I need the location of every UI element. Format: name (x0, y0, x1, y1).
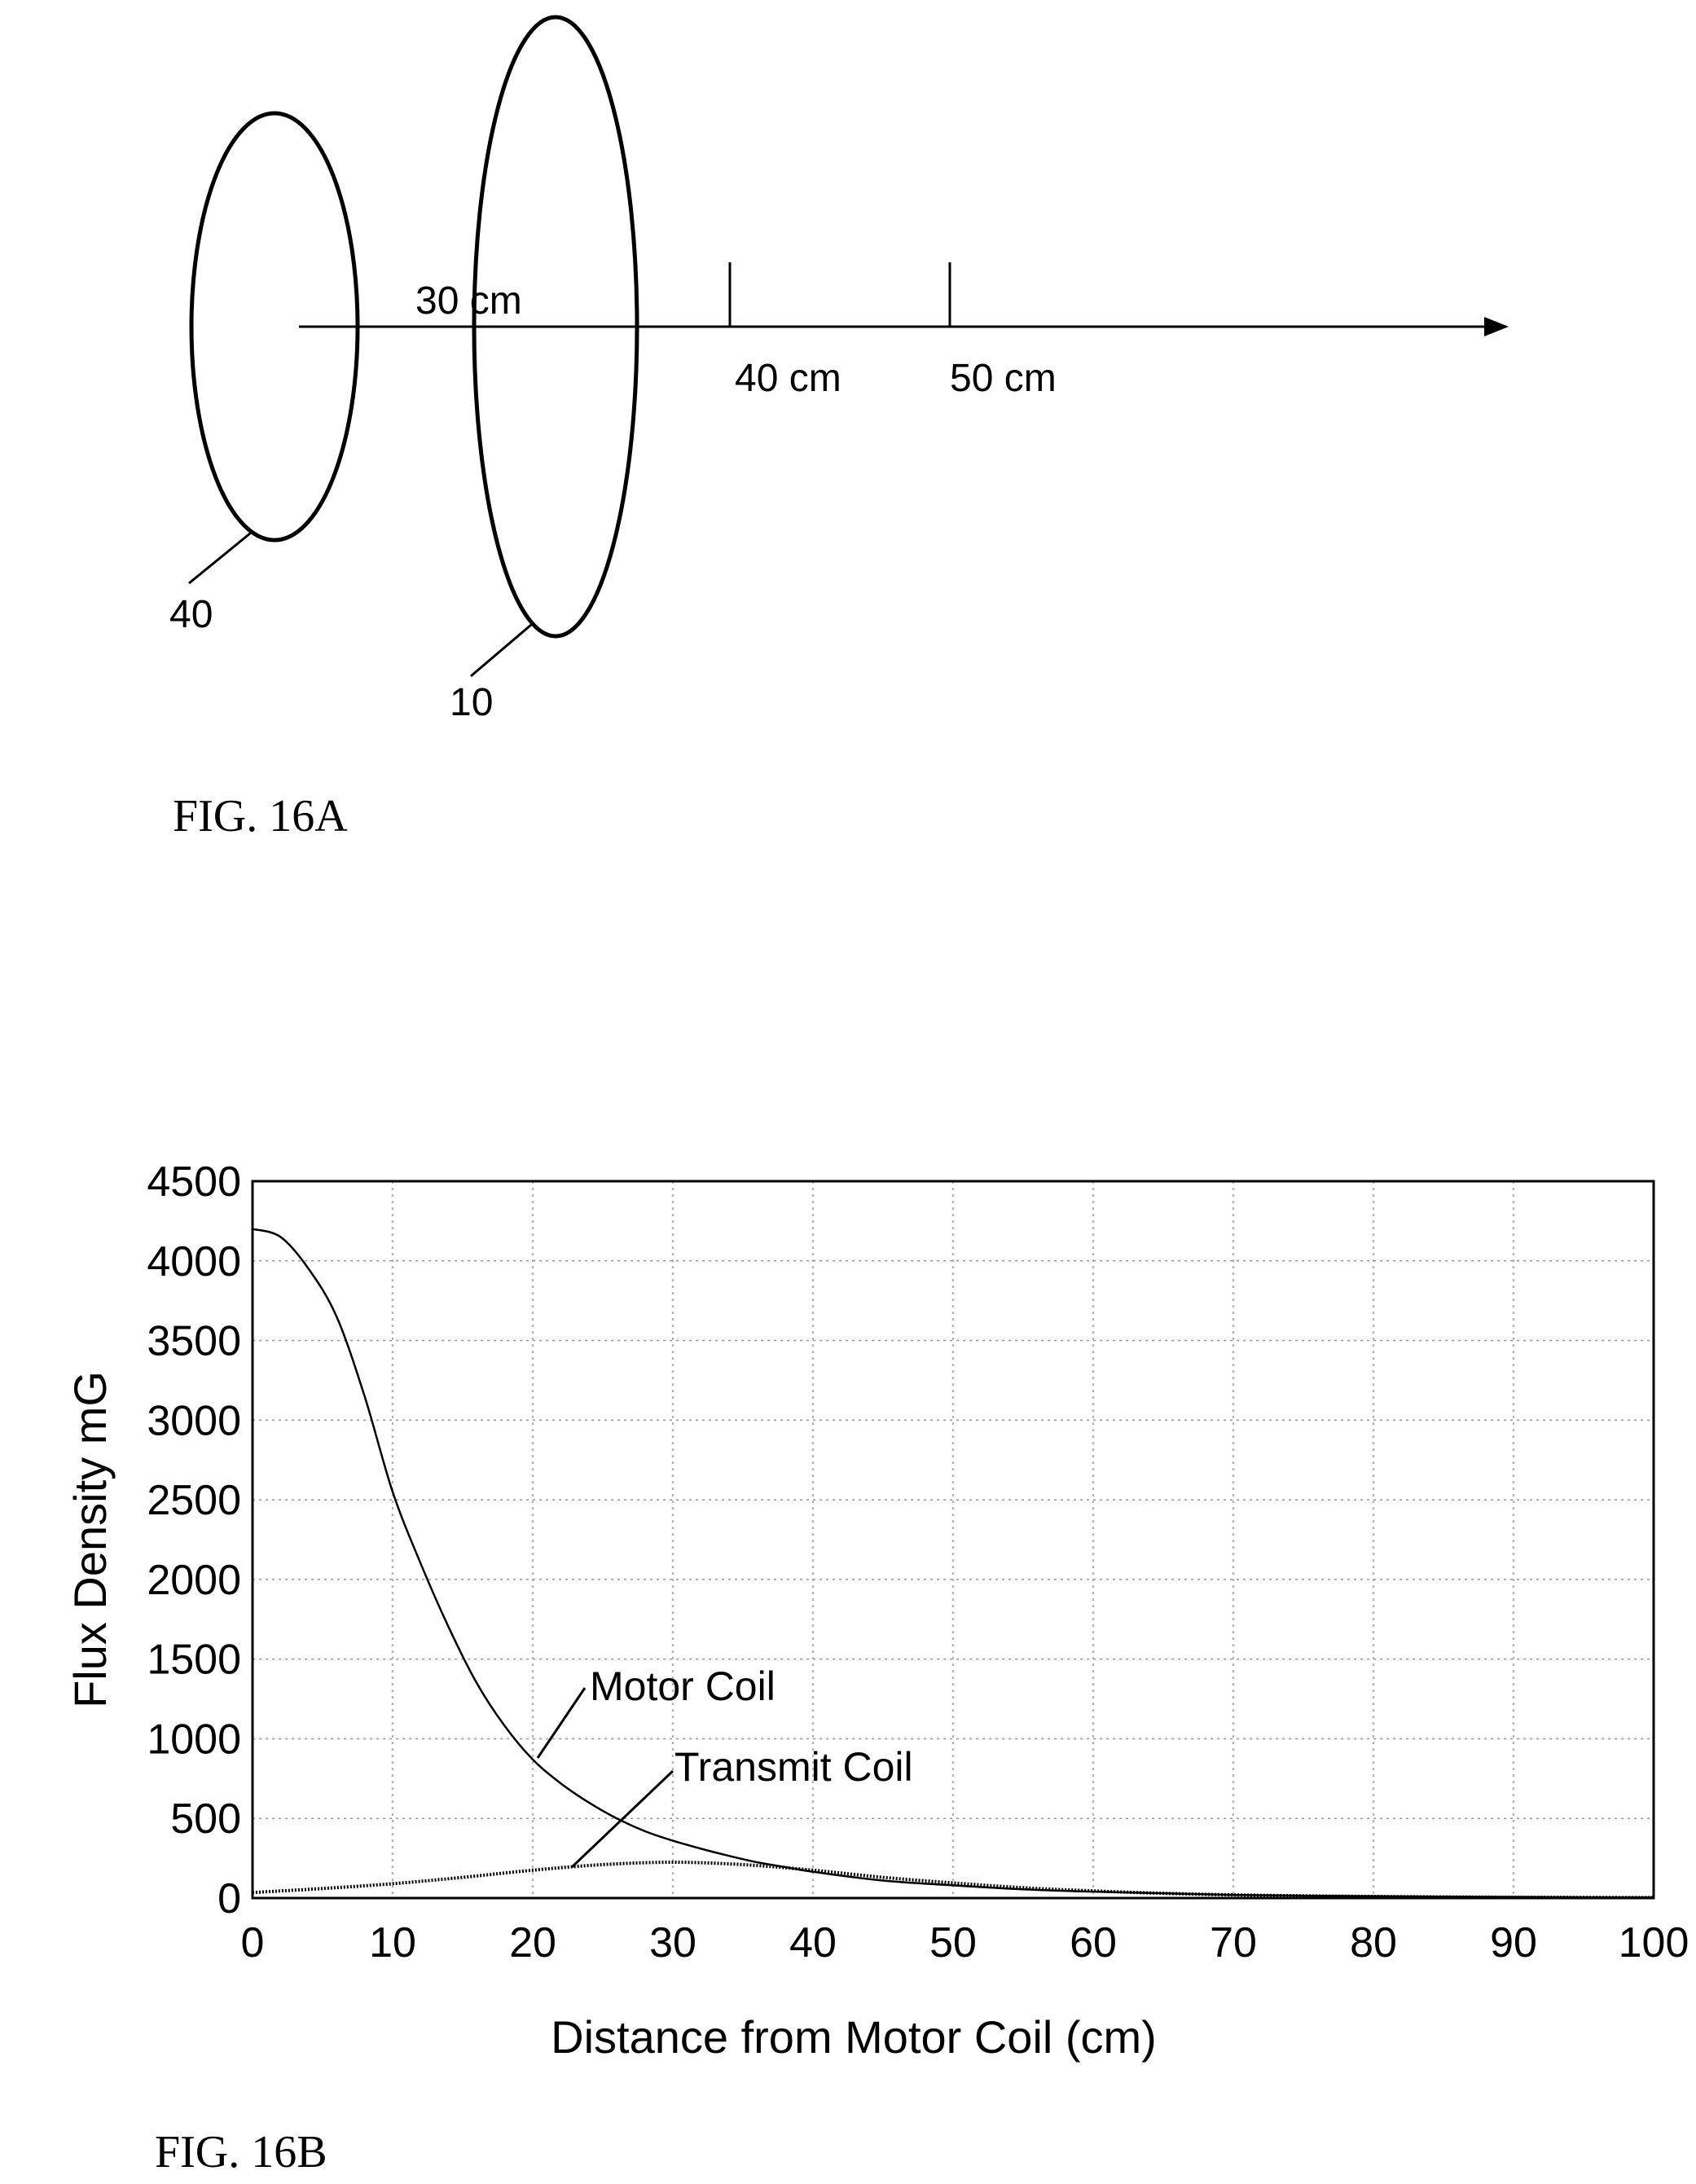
fig16b-caption: FIG. 16B (155, 2127, 327, 2177)
leader-line-40 (188, 531, 252, 585)
x-tick-label: 70 (1210, 1919, 1257, 1966)
fig16a-caption: FIG. 16A (173, 791, 348, 842)
x-tick-label: 40 (789, 1919, 837, 1966)
label-30cm: 30 cm (415, 279, 522, 323)
y-tick-label: 1500 (147, 1637, 241, 1684)
series-label-transmit-coil: Transmit Coil (674, 1744, 913, 1790)
series-label-motor-coil: Motor Coil (590, 1663, 776, 1709)
y-axis-label: Flux Density mG (64, 1371, 116, 1708)
leader-motor-coil (536, 1687, 587, 1759)
series-line-motor-coil (252, 1228, 1654, 1899)
y-tick-label: 4000 (147, 1238, 241, 1285)
plot-frame (251, 1180, 1655, 1900)
x-tick-label: 60 (1070, 1919, 1117, 1966)
y-tick-label: 3000 (147, 1397, 241, 1444)
y-tick-label: 2000 (147, 1557, 241, 1604)
leader-line-10 (470, 623, 532, 678)
fig16a-diagram: 30 cm 40 cm 50 cm 40 10 FIG. 16A (169, 15, 1509, 842)
x-tick-label: 50 (929, 1919, 977, 1966)
x-tick-label: 10 (369, 1919, 416, 1966)
y-tick-labels: 0 500 1000 1500 2000 2500 3000 3500 4000 4500 (147, 1158, 241, 1923)
grid-lines (253, 1181, 1654, 1898)
y-tick-label: 2500 (147, 1477, 241, 1524)
x-axis-label: Distance from Motor Coil (cm) (551, 2011, 1157, 2063)
x-tick-label: 0 (241, 1919, 265, 1966)
leader-transmit-coil (570, 1769, 674, 1869)
x-tick-label: 80 (1350, 1919, 1397, 1966)
series-line-transmit-coil (252, 1860, 1654, 1900)
x-tick-label: 30 (649, 1919, 696, 1966)
fig16b-chart: 0 10 20 30 40 50 60 70 80 90 100 0 500 1000 1500 2000 2… (64, 1158, 1689, 2177)
y-tick-label: 4500 (147, 1158, 241, 1206)
y-tick-label: 0 (217, 1875, 241, 1923)
y-tick-label: 500 (170, 1795, 241, 1843)
x-tick-label: 90 (1490, 1919, 1537, 1966)
y-tick-label: 1000 (147, 1716, 241, 1763)
axis-arrowhead (1484, 317, 1509, 336)
x-tick-label: 100 (1619, 1919, 1689, 1966)
y-tick-label: 3500 (147, 1318, 241, 1365)
ref-numeral-10: 10 (450, 681, 493, 724)
series-lines (252, 1228, 1654, 1900)
label-50cm: 50 cm (950, 357, 1057, 400)
ref-numeral-40: 40 (169, 593, 213, 636)
label-40cm: 40 cm (735, 357, 841, 400)
x-tick-label: 20 (509, 1919, 556, 1966)
x-tick-labels: 0 10 20 30 40 50 60 70 80 90 100 (241, 1919, 1689, 1966)
